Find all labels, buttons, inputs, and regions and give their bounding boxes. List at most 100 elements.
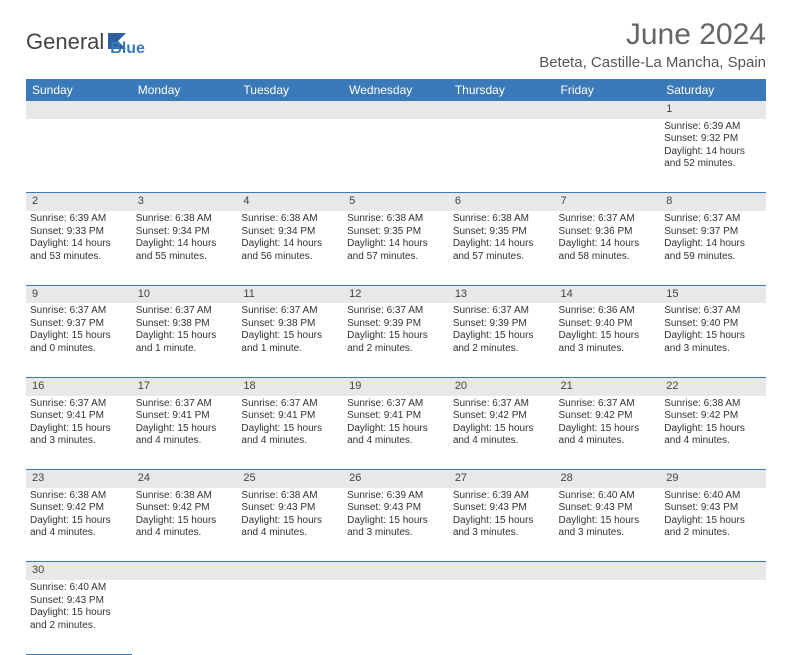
day-info-line: Daylight: 15 hours xyxy=(30,330,128,343)
weekday-header: Friday xyxy=(555,79,661,101)
day-number-cell: 20 xyxy=(449,377,555,395)
day-info-line: Sunrise: 6:37 AM xyxy=(136,398,234,411)
day-info-line: and 4 minutes. xyxy=(241,435,339,448)
day-info-line: Sunrise: 6:38 AM xyxy=(136,213,234,226)
day-info-line: and 1 minute. xyxy=(241,343,339,356)
day-info-line: Sunset: 9:43 PM xyxy=(559,502,657,515)
day-info-line: Daylight: 14 hours xyxy=(664,146,762,159)
day-info-line: Sunrise: 6:40 AM xyxy=(559,490,657,503)
day-info-line: Sunset: 9:41 PM xyxy=(136,410,234,423)
day-info-line: and 0 minutes. xyxy=(30,343,128,356)
day-info-line: and 1 minute. xyxy=(136,343,234,356)
day-info-line: Sunset: 9:39 PM xyxy=(347,318,445,331)
weekday-header-row: SundayMondayTuesdayWednesdayThursdayFrid… xyxy=(26,79,766,101)
day-info-line: Daylight: 15 hours xyxy=(559,423,657,436)
week-row: Sunrise: 6:39 AMSunset: 9:32 PMDaylight:… xyxy=(26,119,766,193)
day-number-cell xyxy=(555,562,661,580)
day-cell: Sunrise: 6:38 AMSunset: 9:42 PMDaylight:… xyxy=(26,488,132,562)
day-cell: Sunrise: 6:39 AMSunset: 9:33 PMDaylight:… xyxy=(26,211,132,285)
day-info-line: and 4 minutes. xyxy=(347,435,445,448)
day-number-cell: 9 xyxy=(26,285,132,303)
day-info-line: Daylight: 15 hours xyxy=(30,515,128,528)
day-info-line: Sunrise: 6:37 AM xyxy=(347,305,445,318)
day-info-line: Sunset: 9:43 PM xyxy=(347,502,445,515)
day-info-line: and 3 minutes. xyxy=(559,527,657,540)
day-number-cell xyxy=(449,101,555,119)
day-cell xyxy=(132,119,238,193)
day-number-cell: 22 xyxy=(660,377,766,395)
weekday-header: Monday xyxy=(132,79,238,101)
day-info-line: Sunrise: 6:38 AM xyxy=(30,490,128,503)
day-info-line: Sunset: 9:39 PM xyxy=(453,318,551,331)
day-cell: Sunrise: 6:37 AMSunset: 9:41 PMDaylight:… xyxy=(132,396,238,470)
day-info-line: Daylight: 15 hours xyxy=(453,515,551,528)
day-info-line: and 55 minutes. xyxy=(136,251,234,264)
day-number-cell: 16 xyxy=(26,377,132,395)
day-info-line: Daylight: 15 hours xyxy=(453,330,551,343)
day-cell: Sunrise: 6:38 AMSunset: 9:34 PMDaylight:… xyxy=(237,211,343,285)
day-info-line: and 2 minutes. xyxy=(664,527,762,540)
brand-part2: Blue xyxy=(110,26,145,58)
day-info-line: Daylight: 14 hours xyxy=(559,238,657,251)
day-info-line: and 4 minutes. xyxy=(136,527,234,540)
day-cell: Sunrise: 6:37 AMSunset: 9:37 PMDaylight:… xyxy=(660,211,766,285)
day-cell: Sunrise: 6:40 AMSunset: 9:43 PMDaylight:… xyxy=(26,580,132,654)
day-cell: Sunrise: 6:37 AMSunset: 9:37 PMDaylight:… xyxy=(26,303,132,377)
day-cell: Sunrise: 6:37 AMSunset: 9:41 PMDaylight:… xyxy=(343,396,449,470)
day-number-row: 16171819202122 xyxy=(26,377,766,395)
day-info-line: Sunrise: 6:37 AM xyxy=(453,305,551,318)
day-info-line: Sunrise: 6:37 AM xyxy=(30,305,128,318)
day-cell xyxy=(343,580,449,654)
day-info-line: and 3 minutes. xyxy=(30,435,128,448)
day-info-line: Daylight: 14 hours xyxy=(664,238,762,251)
day-info-line: Sunset: 9:34 PM xyxy=(136,226,234,239)
day-info-line: and 3 minutes. xyxy=(664,343,762,356)
day-cell xyxy=(449,119,555,193)
day-info-line: Sunset: 9:43 PM xyxy=(241,502,339,515)
day-cell: Sunrise: 6:40 AMSunset: 9:43 PMDaylight:… xyxy=(555,488,661,562)
day-cell: Sunrise: 6:38 AMSunset: 9:34 PMDaylight:… xyxy=(132,211,238,285)
day-info-line: Daylight: 15 hours xyxy=(30,423,128,436)
day-cell: Sunrise: 6:39 AMSunset: 9:43 PMDaylight:… xyxy=(449,488,555,562)
day-cell xyxy=(660,580,766,654)
day-info-line: Daylight: 15 hours xyxy=(241,515,339,528)
day-number-cell xyxy=(26,101,132,119)
day-number-cell: 4 xyxy=(237,193,343,211)
day-info-line: Daylight: 14 hours xyxy=(136,238,234,251)
day-info-line: Daylight: 14 hours xyxy=(30,238,128,251)
day-cell xyxy=(132,580,238,654)
day-cell: Sunrise: 6:37 AMSunset: 9:41 PMDaylight:… xyxy=(26,396,132,470)
day-info-line: and 3 minutes. xyxy=(347,527,445,540)
day-info-line: Sunset: 9:33 PM xyxy=(30,226,128,239)
day-info-line: and 53 minutes. xyxy=(30,251,128,264)
day-info-line: Sunset: 9:41 PM xyxy=(241,410,339,423)
weekday-header: Thursday xyxy=(449,79,555,101)
day-info-line: Daylight: 15 hours xyxy=(347,423,445,436)
day-info-line: Sunrise: 6:38 AM xyxy=(241,213,339,226)
day-number-cell xyxy=(343,101,449,119)
day-number-cell: 17 xyxy=(132,377,238,395)
day-number-cell: 7 xyxy=(555,193,661,211)
day-cell: Sunrise: 6:38 AMSunset: 9:42 PMDaylight:… xyxy=(660,396,766,470)
week-row: Sunrise: 6:40 AMSunset: 9:43 PMDaylight:… xyxy=(26,580,766,654)
day-cell: Sunrise: 6:37 AMSunset: 9:38 PMDaylight:… xyxy=(132,303,238,377)
day-cell: Sunrise: 6:36 AMSunset: 9:40 PMDaylight:… xyxy=(555,303,661,377)
day-number-cell: 30 xyxy=(26,562,132,580)
day-number-cell: 28 xyxy=(555,470,661,488)
day-number-cell: 5 xyxy=(343,193,449,211)
day-info-line: Sunrise: 6:37 AM xyxy=(241,305,339,318)
day-number-row: 9101112131415 xyxy=(26,285,766,303)
day-cell: Sunrise: 6:37 AMSunset: 9:41 PMDaylight:… xyxy=(237,396,343,470)
day-info-line: and 4 minutes. xyxy=(453,435,551,448)
day-number-cell: 14 xyxy=(555,285,661,303)
day-number-cell: 3 xyxy=(132,193,238,211)
day-info-line: Sunset: 9:37 PM xyxy=(664,226,762,239)
day-number-row: 1 xyxy=(26,101,766,119)
day-info-line: and 52 minutes. xyxy=(664,158,762,171)
day-info-line: and 4 minutes. xyxy=(241,527,339,540)
day-info-line: Sunrise: 6:38 AM xyxy=(136,490,234,503)
weekday-header: Sunday xyxy=(26,79,132,101)
day-info-line: and 4 minutes. xyxy=(136,435,234,448)
day-number-row: 30 xyxy=(26,562,766,580)
day-number-row: 2345678 xyxy=(26,193,766,211)
